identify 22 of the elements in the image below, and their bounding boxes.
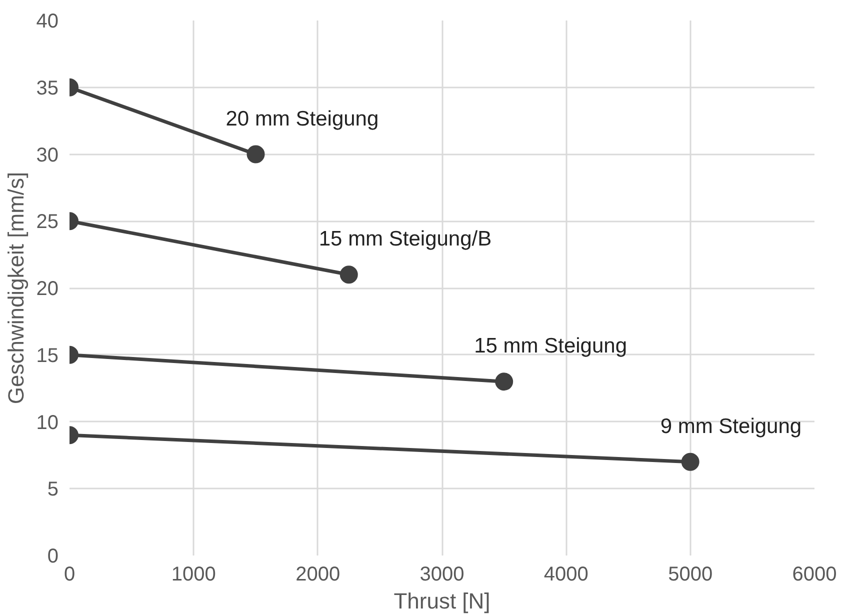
x-tick-label: 2000 bbox=[296, 564, 340, 586]
y-axis-title: Geschwindigkeit [mm/s] bbox=[3, 172, 28, 404]
y-tick-label: 5 bbox=[47, 478, 58, 501]
y-tick-label: 25 bbox=[36, 211, 59, 234]
x-tick-label: 4000 bbox=[544, 564, 588, 586]
x-tick-label: 3000 bbox=[420, 564, 464, 586]
x-tick-label: 0 bbox=[64, 564, 76, 586]
y-tick-label: 30 bbox=[36, 144, 59, 166]
x-tick-label: 6000 bbox=[792, 564, 837, 586]
x-tick-label: 1000 bbox=[171, 564, 216, 586]
y-tick-label: 20 bbox=[36, 278, 59, 300]
series-label: 15 mm Steigung bbox=[474, 334, 628, 358]
y-tick-label: 15 bbox=[36, 344, 59, 367]
series-label: 9 mm Steigung bbox=[660, 414, 802, 438]
series-label: 20 mm Steigung bbox=[226, 107, 379, 130]
x-axis-title: Thrust [N] bbox=[394, 588, 490, 614]
series-label: 15 mm Steigung/B bbox=[318, 228, 492, 251]
y-tick-label: 0 bbox=[47, 546, 58, 568]
y-tick-label: 35 bbox=[36, 77, 59, 100]
y-tick-label: 40 bbox=[36, 10, 59, 32]
y-tick-label: 10 bbox=[36, 412, 59, 434]
x-tick-label: 5000 bbox=[668, 564, 713, 586]
